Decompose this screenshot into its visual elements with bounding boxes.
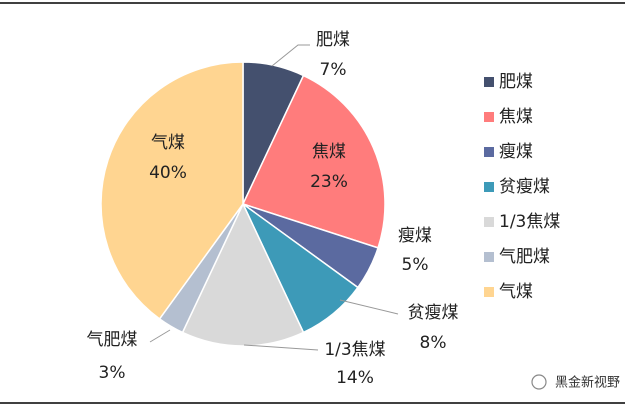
watermark: 黑金新视野: [555, 375, 620, 391]
pie-slice: [181, 202, 305, 347]
leader-line: [149, 329, 171, 343]
legend-label: 瘦煤: [499, 142, 533, 162]
slice-label: 贫瘦煤: [408, 303, 459, 323]
slice-label: 肥煤: [316, 30, 350, 50]
leader-line: [243, 344, 319, 351]
value-label: 14%: [336, 368, 374, 388]
legend-swatch: [484, 182, 494, 192]
slice-label: 气煤: [151, 133, 185, 153]
leader-line: [271, 44, 310, 67]
slice-label: 瘦煤: [398, 226, 432, 246]
pie-slice: [100, 61, 244, 320]
value-label: 8%: [420, 333, 447, 353]
leader-line: [339, 299, 399, 315]
slice-label: 气肥煤: [87, 330, 138, 350]
legend-swatch: [484, 217, 494, 227]
value-label: 5%: [402, 255, 429, 275]
slice-label: 1/3焦煤: [324, 340, 385, 360]
legend-swatch: [484, 252, 494, 262]
legend-label: 气肥煤: [499, 247, 550, 267]
legend-swatch: [484, 147, 494, 157]
slice-label: 焦煤: [312, 142, 346, 162]
legend-swatch: [484, 77, 494, 87]
pie-slice: [241, 74, 386, 249]
legend-label: 肥煤: [499, 72, 533, 92]
legend-label: 焦煤: [499, 107, 533, 127]
value-label: 40%: [149, 163, 187, 183]
legend-swatch: [484, 112, 494, 122]
legend-swatch: [484, 287, 494, 297]
legend-label: 贫瘦煤: [499, 177, 550, 197]
value-label: 7%: [320, 60, 347, 80]
value-label: 3%: [99, 363, 126, 383]
legend-label: 气煤: [499, 282, 533, 302]
watermark-icon: [531, 374, 547, 390]
legend-label: 1/3焦煤: [499, 212, 560, 232]
value-label: 23%: [310, 172, 348, 192]
